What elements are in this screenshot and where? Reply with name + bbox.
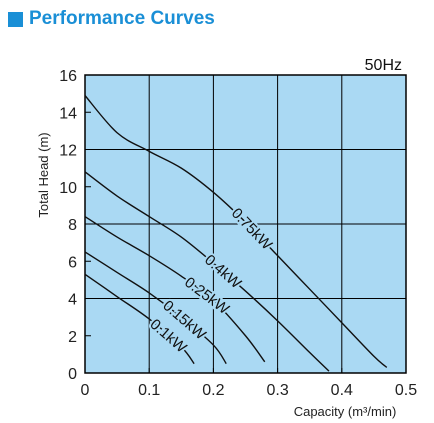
y-tick-label: 0: [68, 366, 77, 383]
grid: [85, 75, 406, 373]
x-tick-label: 0.4: [331, 382, 353, 399]
y-tick-label: 2: [68, 329, 77, 346]
curves: [84, 95, 388, 372]
x-tick-label: 0.2: [202, 382, 224, 399]
section-header: Performance Curves: [8, 6, 215, 32]
section-marker: [8, 11, 23, 27]
x-tick-label: 0.5: [395, 382, 417, 399]
curve-0-15kw: [84, 251, 227, 365]
y-tick-label: 4: [68, 292, 77, 309]
y-tick-label: 8: [68, 217, 77, 234]
frequency-label: 50Hz: [365, 57, 402, 74]
y-tick-label: 6: [68, 254, 77, 271]
curve-0-1kw: [84, 273, 195, 365]
y-ticks: 0 2 4 6 8 10 12 14 16: [59, 68, 91, 383]
section-title: Performance Curves: [29, 8, 215, 29]
y-tick-label: 14: [59, 105, 77, 122]
y-tick-label: 16: [59, 68, 77, 85]
x-tick-label: 0: [81, 382, 90, 399]
x-tick-label: 0.3: [266, 382, 288, 399]
x-tick-label: 0.1: [138, 382, 160, 399]
curve-0-25kw: [84, 215, 266, 363]
curve-0-75kw: [84, 95, 388, 368]
x-axis-title: Capacity (m³/min): [294, 404, 397, 419]
x-ticks: 0 0.1 0.2 0.3 0.4 0.5: [81, 368, 417, 399]
y-axis-title: Total Head (m): [36, 132, 51, 217]
y-tick-label: 10: [59, 180, 77, 197]
y-tick-label: 12: [59, 143, 77, 160]
curve-0-4kw: [84, 171, 330, 372]
